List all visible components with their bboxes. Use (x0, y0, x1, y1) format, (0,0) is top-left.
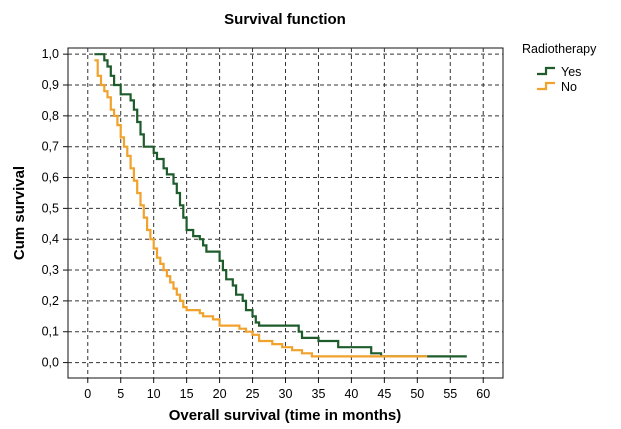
y-tick-label: 0,4 (42, 232, 59, 246)
series-line-yes (94, 53, 467, 358)
x-tick-label: 0 (84, 387, 91, 401)
legend-swatch-no (537, 81, 555, 91)
y-axis-ticks: 0,0 0,1 0,2 0,3 0,4 0,5 0,6 0,7 0,8 0,9 1,0 (42, 47, 68, 370)
x-tick-label: 5 (117, 387, 124, 401)
x-tick-label: 10 (147, 387, 161, 401)
y-tick-label: 1,0 (42, 47, 59, 61)
x-tick-label: 45 (377, 387, 391, 401)
x-tick-label: 15 (180, 387, 194, 401)
y-axis-label: Cum survival (11, 166, 28, 260)
legend-swatch-yes (537, 66, 555, 76)
legend-label-no: No (561, 80, 577, 94)
x-axis-ticks: 0 5 10 15 20 25 30 35 40 45 50 55 60 (84, 378, 490, 401)
x-tick-label: 50 (410, 387, 424, 401)
x-tick-label: 20 (213, 387, 227, 401)
series-group (94, 53, 467, 358)
x-axis-label: Overall survival (time in months) (169, 407, 402, 424)
series-line-no (94, 59, 428, 358)
x-tick-label: 55 (443, 387, 457, 401)
legend-label-yes: Yes (561, 65, 581, 79)
y-tick-label: 0,5 (42, 201, 59, 215)
y-tick-label: 0,7 (42, 140, 59, 154)
x-tick-label: 40 (344, 387, 358, 401)
x-tick-label: 30 (279, 387, 293, 401)
chart-title: Survival function (224, 11, 346, 28)
y-tick-label: 0,9 (42, 78, 59, 92)
y-tick-label: 0,6 (42, 171, 59, 185)
y-tick-label: 0,0 (42, 356, 59, 370)
y-tick-label: 0,8 (42, 109, 59, 123)
x-tick-label: 60 (476, 387, 490, 401)
grid (68, 48, 503, 378)
x-tick-label: 35 (312, 387, 326, 401)
x-tick-label: 25 (246, 387, 260, 401)
y-tick-label: 0,3 (42, 263, 59, 277)
y-tick-label: 0,1 (42, 325, 59, 339)
y-tick-label: 0,2 (42, 294, 59, 308)
legend-title: Radiotherapy (522, 42, 597, 56)
